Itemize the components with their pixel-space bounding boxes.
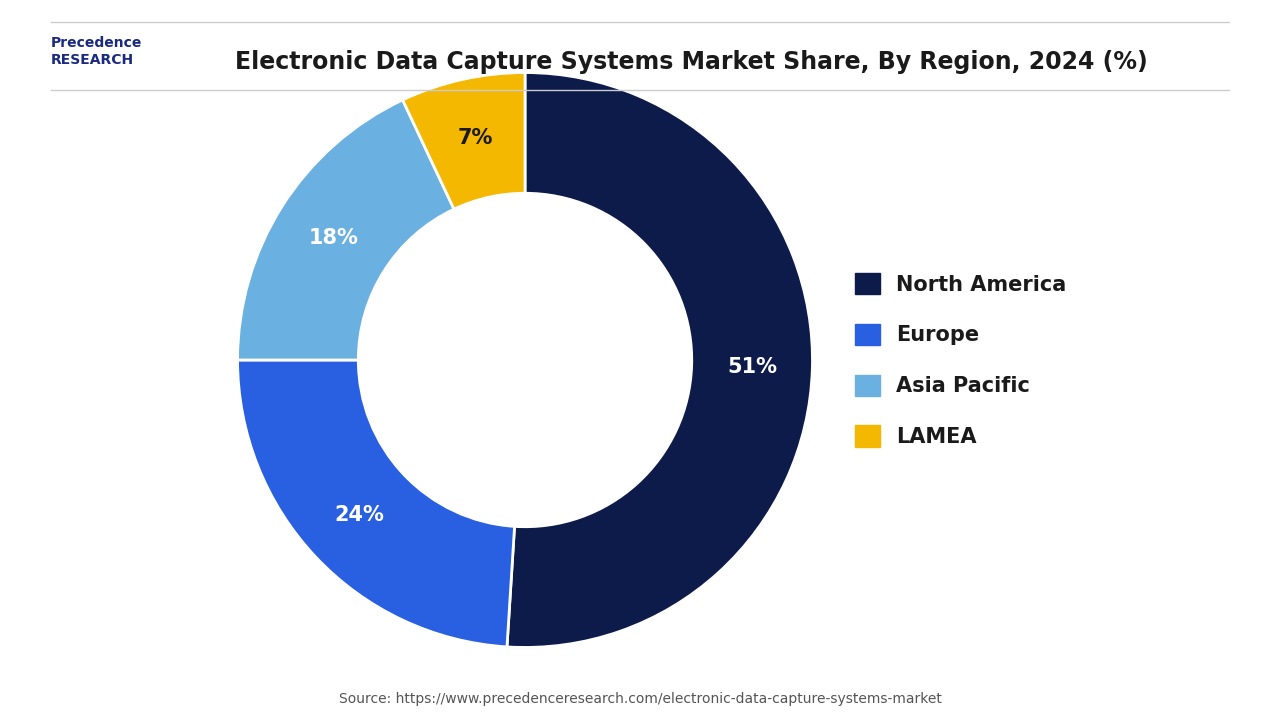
Text: Precedence
RESEARCH: Precedence RESEARCH [51, 36, 142, 67]
Text: 51%: 51% [727, 357, 777, 377]
Wedge shape [507, 73, 813, 647]
Text: 18%: 18% [308, 228, 358, 248]
Wedge shape [238, 100, 454, 360]
Text: Electronic Data Capture Systems Market Share, By Region, 2024 (%): Electronic Data Capture Systems Market S… [234, 50, 1148, 74]
Wedge shape [238, 360, 515, 647]
Wedge shape [403, 73, 525, 209]
Legend: North America, Europe, Asia Pacific, LAMEA: North America, Europe, Asia Pacific, LAM… [846, 264, 1075, 456]
Text: 7%: 7% [458, 128, 493, 148]
Text: Source: https://www.precedenceresearch.com/electronic-data-capture-systems-marke: Source: https://www.precedenceresearch.c… [339, 692, 941, 706]
Text: 24%: 24% [334, 505, 384, 526]
